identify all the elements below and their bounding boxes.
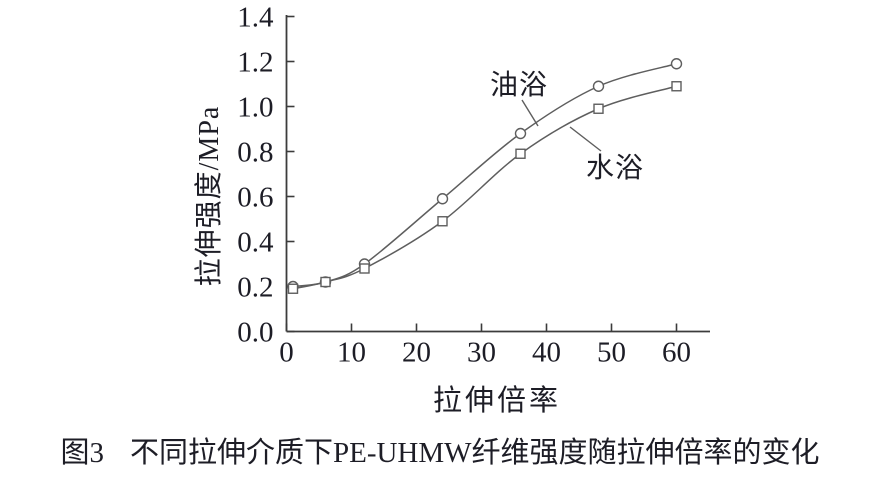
x-tick-label: 20: [402, 337, 431, 369]
data-point-oil-bath: [514, 127, 527, 140]
x-tick-label: 50: [597, 337, 626, 369]
x-tick-label: 60: [662, 337, 691, 369]
data-point-water-bath: [515, 148, 526, 159]
y-tick-label: 0.0: [237, 317, 273, 349]
y-tick-label: 1.2: [237, 47, 273, 79]
data-point-water-bath: [437, 216, 448, 227]
data-point-oil-bath: [670, 58, 683, 70]
series-curve-water-bath: [292, 85, 677, 290]
leader-line-oil-bath: [521, 99, 539, 127]
y-tick-label: 0.4: [237, 227, 274, 259]
figure-caption-text: 不同拉伸介质下PE-UHMW纤维强度随拉伸倍率的变化: [129, 437, 820, 469]
data-point-water-bath: [320, 276, 331, 288]
data-point-water-bath: [593, 103, 604, 114]
y-tick-label: 0.6: [237, 182, 273, 214]
y-tick-label: 1.0: [237, 92, 273, 124]
x-axis-label: 拉伸倍率: [432, 385, 562, 417]
y-tick-label: 0.8: [237, 137, 273, 169]
y-axis-label: 拉伸强度/MPa: [194, 105, 225, 287]
x-tick-label: 30: [467, 337, 496, 369]
leader-line-water-bath: [569, 126, 602, 152]
x-tick-label: 10: [337, 337, 366, 369]
series-label-water-bath: 水浴: [585, 153, 645, 184]
data-point-water-bath: [671, 81, 682, 92]
data-point-oil-bath: [592, 80, 605, 92]
y-tick-label: 0.2: [237, 272, 273, 304]
data-point-oil-bath: [436, 193, 449, 205]
data-point-water-bath: [359, 263, 370, 274]
figure-caption-number: 图3: [60, 437, 104, 469]
data-point-water-bath: [287, 283, 299, 294]
y-tick-label: 1.4: [237, 2, 274, 34]
series-label-oil-bath: 油浴: [489, 70, 549, 101]
x-tick-label: 40: [532, 337, 561, 369]
figure-caption: 图3 不同拉伸介质下PE-UHMW纤维强度随拉伸倍率的变化: [0, 429, 880, 471]
x-tick-label: 0: [279, 337, 294, 369]
